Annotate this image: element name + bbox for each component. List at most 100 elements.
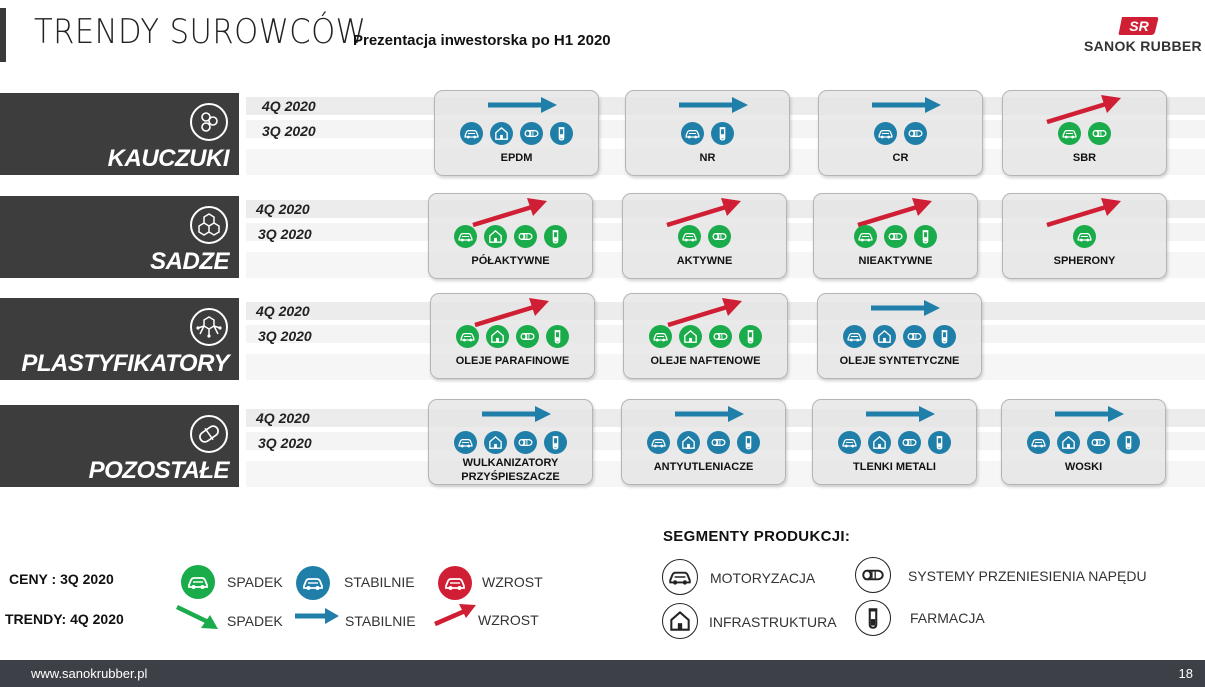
material-card: ANTYUTLENIACZE xyxy=(621,399,786,485)
car-segment-icon xyxy=(678,225,701,248)
car-segment-icon xyxy=(838,431,861,454)
sanok-rubber-logo: SR SANOK RUBBER xyxy=(1084,16,1202,56)
belt-segment-icon xyxy=(514,225,537,248)
category-label: KAUCZUKI xyxy=(107,145,230,172)
category-label: POZOSTAŁE xyxy=(88,457,230,484)
material-name: AKTYWNE xyxy=(676,255,733,267)
footer-url[interactable]: www.sanokrubber.pl xyxy=(31,666,148,681)
belt-segment-icon xyxy=(709,325,732,348)
car-segment-icon xyxy=(454,431,477,454)
material-name: ANTYUTLENIACZE xyxy=(653,461,754,473)
vial-segment-icon xyxy=(933,325,956,348)
pill-icon xyxy=(190,415,228,453)
material-card: NR xyxy=(625,90,790,176)
segment-icons xyxy=(626,122,789,145)
material-card: SPHERONY xyxy=(1002,193,1167,279)
house-segment-icon xyxy=(1057,431,1080,454)
belt-segment-icon xyxy=(707,431,730,454)
belt-segment-icon xyxy=(884,225,907,248)
legend-segment-automotive: MOTORYZACJA xyxy=(710,570,816,586)
page-subtitle: Prezentacja inwestorska po H1 2020 xyxy=(353,32,611,49)
house-segment-icon xyxy=(873,325,896,348)
material-name: SBR xyxy=(1072,152,1097,164)
category-box: POZOSTAŁE xyxy=(0,405,239,487)
material-card: OLEJE SYNTETYCZNE xyxy=(817,293,982,379)
quarter-label-3q: 3Q 2020 xyxy=(262,123,316,139)
car-segment-icon xyxy=(460,122,483,145)
legend-trend-up: WZROST xyxy=(478,612,539,628)
quarter-label-4q: 4Q 2020 xyxy=(262,98,316,114)
house-segment-icon xyxy=(490,122,513,145)
house-segment-icon xyxy=(677,431,700,454)
legend-segment-infrastructure: INFRASTRUKTURA xyxy=(709,614,837,630)
car-segment-icon xyxy=(874,122,897,145)
material-card: OLEJE NAFTENOWE xyxy=(623,293,788,379)
material-name: SPHERONY xyxy=(1053,255,1116,267)
sr-logo-icon: SR xyxy=(1118,17,1159,35)
material-card: EPDM xyxy=(434,90,599,176)
car-segment-icon xyxy=(456,325,479,348)
material-card: AKTYWNE xyxy=(622,193,787,279)
vial-segment-icon xyxy=(544,431,567,454)
quarter-label-4q: 4Q 2020 xyxy=(256,303,310,319)
material-card: PÓŁAKTYWNE xyxy=(428,193,593,279)
segment-icons xyxy=(1003,122,1166,145)
trend-stable-arrow-icon xyxy=(679,97,748,113)
legend-trends-label: TRENDY: 4Q 2020 xyxy=(5,611,124,627)
vial-segment-icon xyxy=(737,431,760,454)
legend-prices-label: CENY : 3Q 2020 xyxy=(9,571,114,587)
category-label: PLASTYFIKATORY xyxy=(21,350,229,377)
legend-trend-down: SPADEK xyxy=(227,613,283,629)
car-segment-icon xyxy=(649,325,672,348)
category-label: SADZE xyxy=(150,248,229,275)
trend-stable-arrow-icon xyxy=(866,406,935,422)
house-segment-icon xyxy=(868,431,891,454)
segment-car-icon xyxy=(662,559,698,595)
material-name: CR xyxy=(892,152,909,164)
category-box: SADZE xyxy=(0,196,239,278)
car-segment-icon xyxy=(647,431,670,454)
house-segment-icon xyxy=(484,225,507,248)
trend-stable-arrow-icon xyxy=(482,406,551,422)
segment-icons xyxy=(814,225,977,248)
material-name: OLEJE PARAFINOWE xyxy=(455,355,570,367)
house-segment-icon xyxy=(486,325,509,348)
segment-icons xyxy=(818,325,981,348)
segment-icons xyxy=(429,225,592,248)
material-card: NIEAKTYWNE xyxy=(813,193,978,279)
material-card: WULKANIZATORY PRZYŚPIESZACZE xyxy=(428,399,593,485)
legend-segment-pharma: FARMACJA xyxy=(910,610,985,626)
car-segment-icon xyxy=(843,325,866,348)
segment-icons xyxy=(435,122,598,145)
material-name: WULKANIZATORY PRZYŚPIESZACZE xyxy=(461,457,560,483)
segment-icons xyxy=(819,122,982,145)
material-card: TLENKI METALI xyxy=(812,399,977,485)
price-up-car-icon xyxy=(438,566,472,600)
legend-trend-stable: STABILNIE xyxy=(345,613,416,629)
trend-stable-arrow-icon xyxy=(675,406,744,422)
legend-price-up: WZROST xyxy=(482,574,543,590)
segment-house-icon xyxy=(662,603,698,639)
trend-stable-arrow-icon xyxy=(1055,406,1124,422)
material-card: OLEJE PARAFINOWE xyxy=(430,293,595,379)
trend-stable-arrow-icon xyxy=(488,97,557,113)
vial-segment-icon xyxy=(550,122,573,145)
car-segment-icon xyxy=(854,225,877,248)
house-segment-icon xyxy=(484,431,507,454)
page-number: 18 xyxy=(1178,666,1193,681)
belt-segment-icon xyxy=(1087,431,1110,454)
trend-stable-arrow-icon xyxy=(871,300,940,316)
trend-up-arrow-icon xyxy=(667,298,742,328)
page-title: TRENDY SUROWCÓW xyxy=(34,12,367,52)
trend-up-arrow-icon xyxy=(666,198,741,228)
hexagon-network-icon xyxy=(190,308,228,346)
hexagon-cluster-icon xyxy=(190,206,228,244)
trend-up-arrow-icon xyxy=(474,298,549,328)
belt-segment-icon xyxy=(904,122,927,145)
car-segment-icon xyxy=(1027,431,1050,454)
car-segment-icon xyxy=(1058,122,1081,145)
trend-up-arrow-icon xyxy=(1046,198,1121,228)
trend-up-arrow-icon xyxy=(434,604,476,627)
segment-icons xyxy=(624,325,787,348)
vial-segment-icon xyxy=(711,122,734,145)
